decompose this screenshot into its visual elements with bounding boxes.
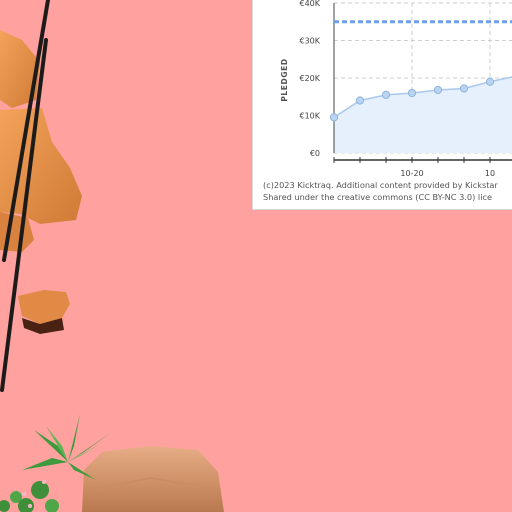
y-tick-label: €20K	[299, 74, 320, 83]
cactus-cluster	[0, 480, 59, 512]
y-tick-label: €0	[310, 149, 320, 158]
credit-line-2: Shared under the creative commons (CC BY…	[263, 192, 492, 202]
x-tick-label: 10	[485, 169, 495, 178]
data-point	[330, 114, 337, 121]
data-point	[460, 85, 467, 92]
y-tick-label: €10K	[299, 112, 320, 121]
x-tick-label: 10-20	[400, 169, 423, 178]
data-point	[382, 91, 389, 98]
data-point	[356, 97, 363, 104]
y-axis-label: PLEDGED	[280, 58, 289, 101]
data-point	[486, 78, 493, 85]
data-point	[408, 89, 415, 96]
boulder	[82, 446, 224, 512]
series-area	[334, 76, 512, 153]
kicktraq-chart-card: €0 €10K €20K €30K €40K PLEDGED 10-20 10 (c)2023…	[252, 0, 512, 210]
credit-line-1: (c)2023 Kicktraq. Additional content pro…	[263, 180, 498, 190]
data-point	[434, 86, 441, 93]
y-tick-label: €30K	[299, 37, 320, 46]
y-tick-label: €40K	[299, 0, 320, 8]
